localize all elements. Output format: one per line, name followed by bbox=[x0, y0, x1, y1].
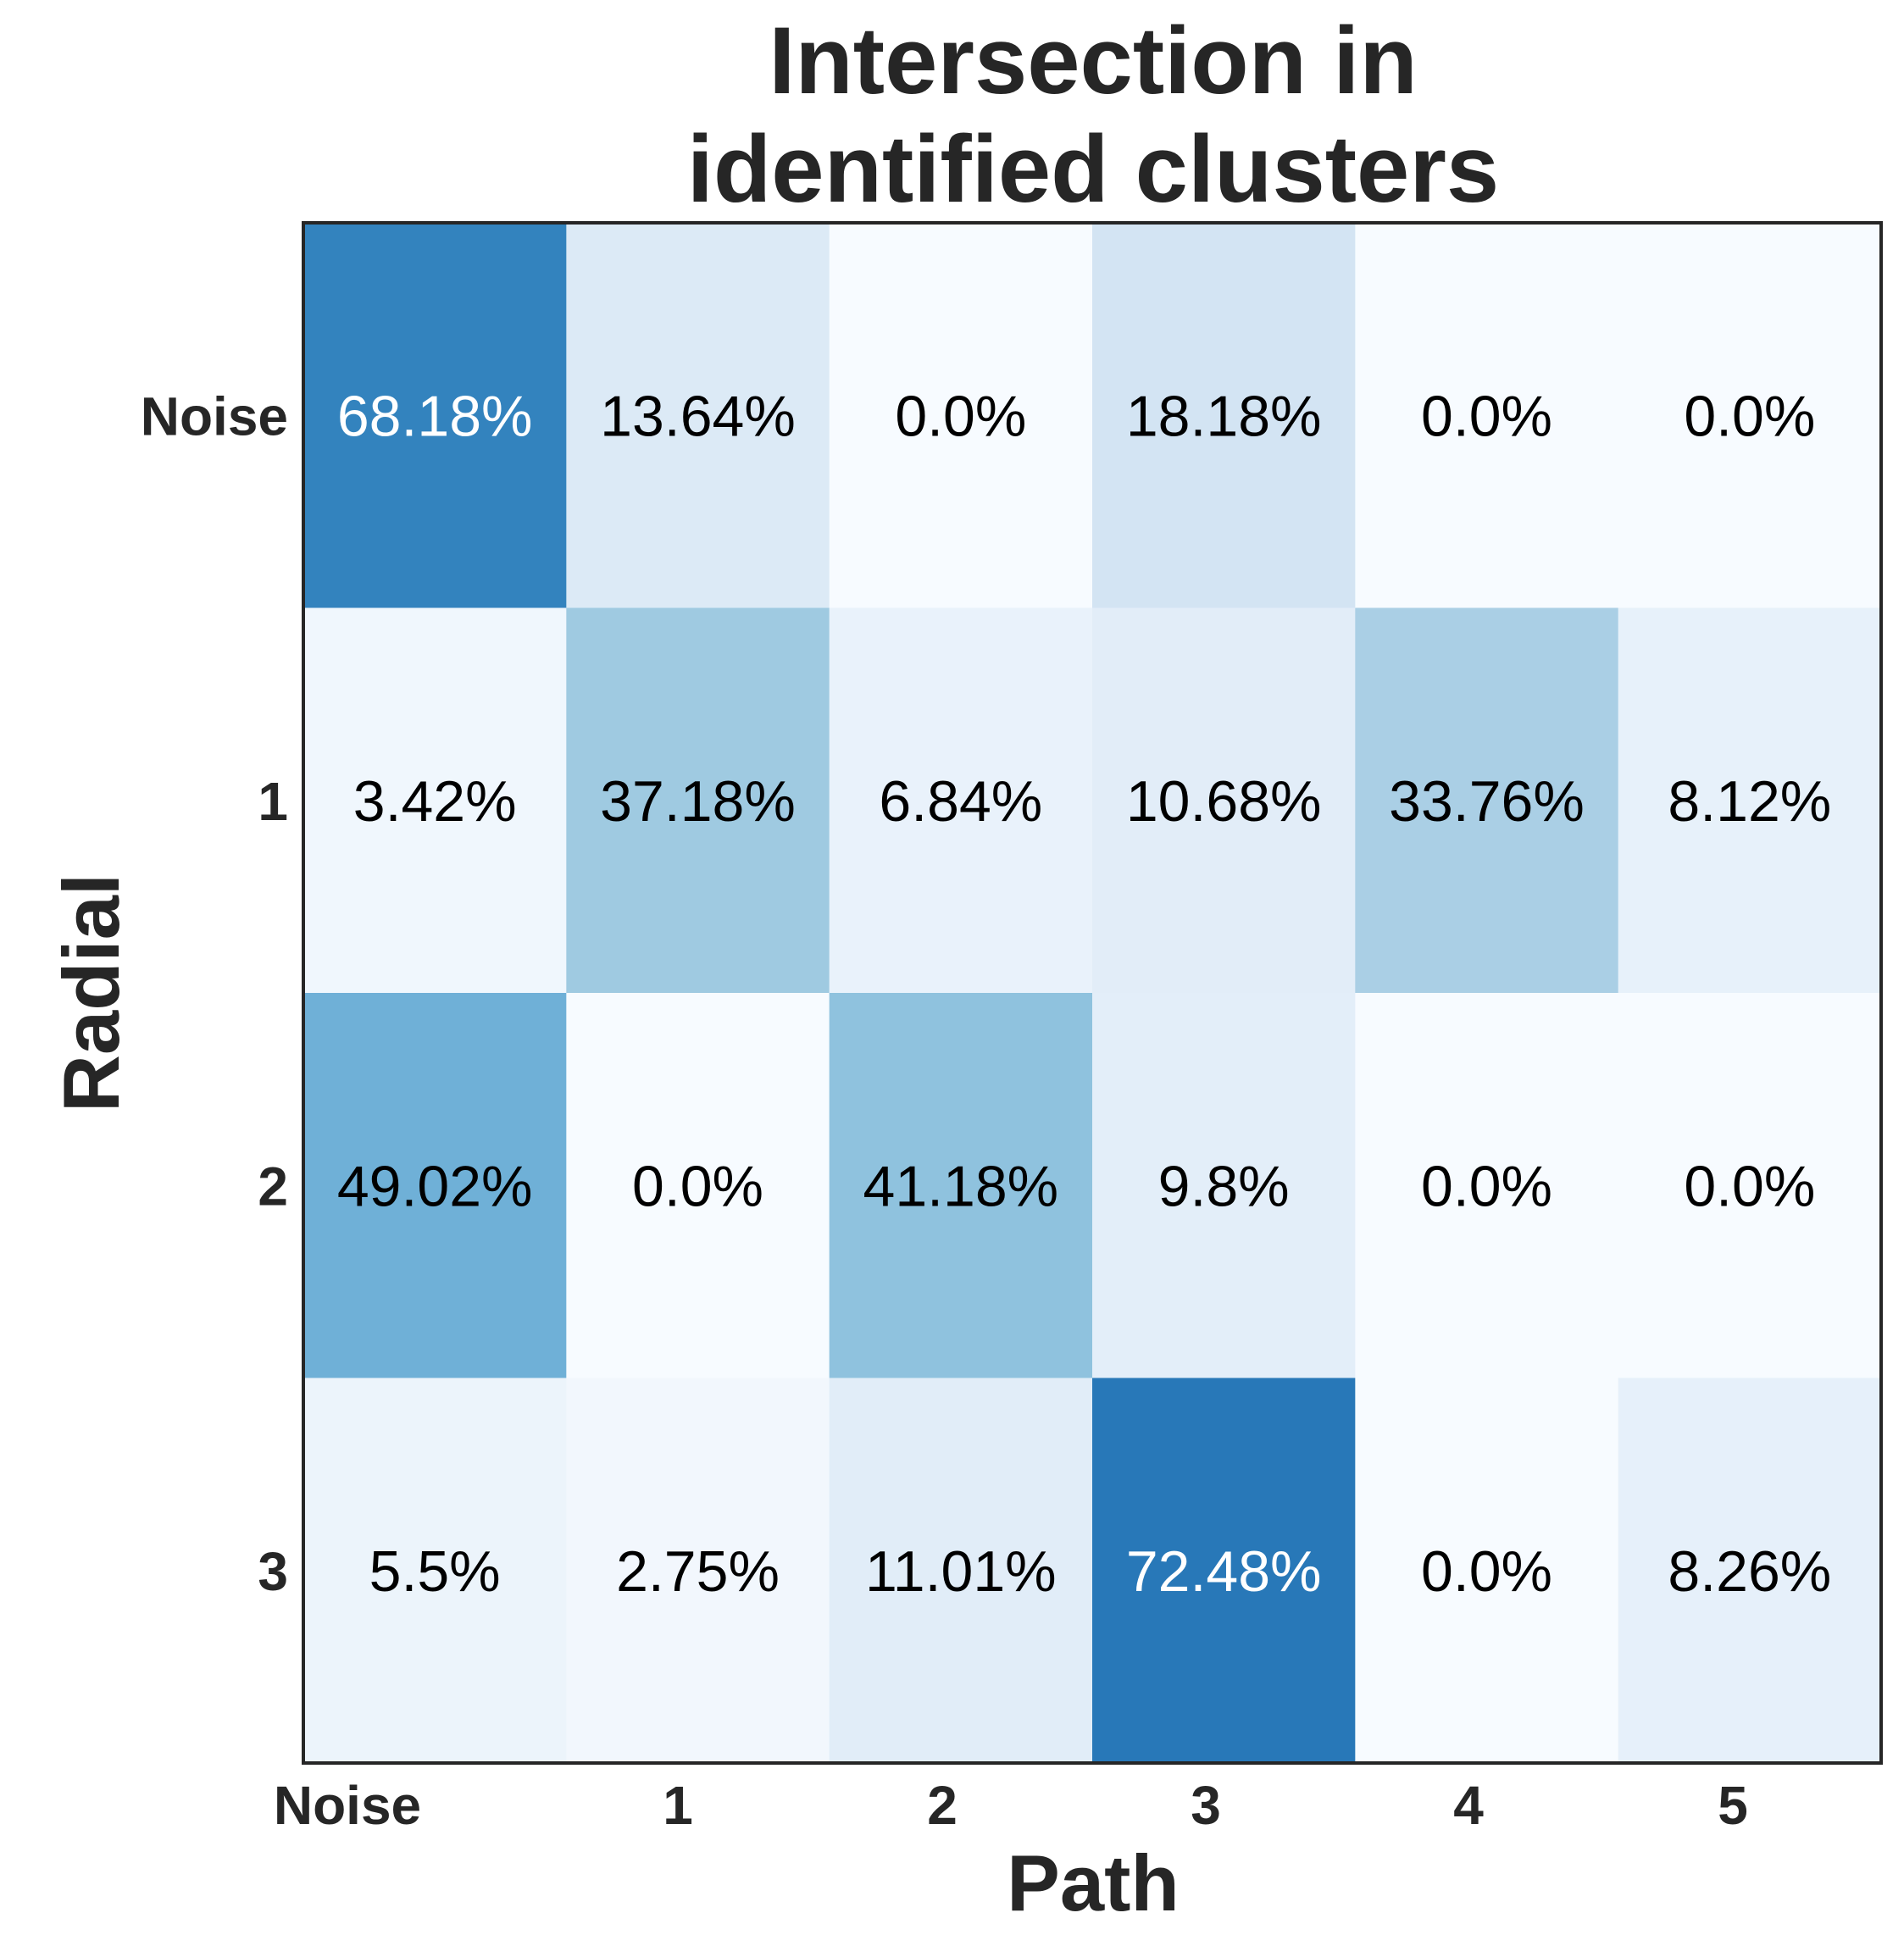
heatmap-cell-label: 8.12% bbox=[1668, 769, 1831, 834]
heatmap-cell-label: 49.02% bbox=[337, 1154, 533, 1218]
heatmap-cell-label: 9.8% bbox=[1158, 1154, 1290, 1218]
y-tick-label: 2 bbox=[258, 1156, 288, 1217]
heatmap-cell bbox=[1355, 1378, 1619, 1764]
heatmap-cell bbox=[1355, 607, 1619, 994]
heatmap-cell bbox=[829, 1378, 1093, 1764]
heatmap-cell-label: 0.0% bbox=[632, 1154, 763, 1218]
heatmap-cell-label: 8.26% bbox=[1668, 1539, 1831, 1604]
x-tick-label: 2 bbox=[927, 1775, 958, 1836]
heatmap-cell-label: 18.18% bbox=[1126, 384, 1322, 448]
x-tick-label: Noise bbox=[274, 1775, 421, 1836]
y-tick-label: 3 bbox=[258, 1541, 288, 1602]
heatmap-cell-label: 0.0% bbox=[1421, 1539, 1552, 1604]
heatmap-cell bbox=[1092, 607, 1356, 994]
heatmap-cell-label: 11.01% bbox=[865, 1539, 1057, 1604]
x-axis-ticks: Noise 1 2 3 4 5 bbox=[274, 1775, 1748, 1836]
chart-title-line-1: Intersection in bbox=[769, 8, 1417, 114]
y-axis-ticks: Noise 1 2 3 bbox=[141, 385, 288, 1602]
heatmap-cells bbox=[303, 223, 1882, 1764]
heatmap-cell bbox=[1618, 223, 1882, 608]
heatmap-cell-label: 6.84% bbox=[879, 769, 1042, 834]
heatmap-cell bbox=[829, 607, 1093, 994]
heatmap-cell bbox=[829, 223, 1093, 608]
heatmap-cell-label: 72.48% bbox=[1126, 1539, 1322, 1604]
heatmap-cell-label: 5.5% bbox=[369, 1539, 501, 1604]
y-tick-label: 1 bbox=[258, 771, 288, 832]
heatmap-cell-label: 0.0% bbox=[1684, 384, 1815, 448]
x-axis-label: Path bbox=[1007, 1838, 1180, 1927]
heatmap-cell bbox=[829, 993, 1093, 1378]
heatmap-cell-label: 68.18% bbox=[337, 384, 533, 448]
heatmap-cell-label: 0.0% bbox=[1684, 1154, 1815, 1218]
chart-title: Intersection in identified clusters bbox=[687, 8, 1499, 222]
heatmap-cell bbox=[1092, 1378, 1356, 1764]
heatmap-cell-label: 0.0% bbox=[1421, 1154, 1552, 1218]
heatmap-cell bbox=[1618, 1378, 1882, 1764]
heatmap-cell bbox=[566, 1378, 830, 1764]
y-axis-label: Radial bbox=[47, 873, 136, 1112]
plot-frame bbox=[302, 221, 1883, 1765]
heatmap-cell-label: 0.0% bbox=[895, 384, 1026, 448]
x-tick-label: 3 bbox=[1191, 1775, 1221, 1836]
heatmap-cell bbox=[303, 1378, 567, 1764]
heatmap-cell bbox=[566, 607, 830, 994]
x-tick-label: 5 bbox=[1718, 1775, 1748, 1836]
heatmap-cell-label: 33.76% bbox=[1389, 769, 1585, 834]
heatmap-cell-label: 0.0% bbox=[1421, 384, 1552, 448]
heatmap-cell-label: 10.68% bbox=[1126, 769, 1322, 834]
heatmap-cell bbox=[1355, 993, 1619, 1378]
heatmap-cell-label: 3.42% bbox=[353, 769, 517, 834]
heatmap-cell bbox=[1092, 993, 1356, 1378]
chart-title-line-2: identified clusters bbox=[687, 116, 1499, 222]
heatmap-cell bbox=[1092, 223, 1356, 608]
heatmap-cell bbox=[1355, 223, 1619, 608]
heatmap-cell bbox=[566, 993, 830, 1378]
heatmap-cell-label: 13.64% bbox=[600, 384, 796, 448]
heatmap-cell bbox=[566, 223, 830, 608]
x-tick-label: 1 bbox=[663, 1775, 693, 1836]
heatmap-cell bbox=[1618, 993, 1882, 1378]
y-tick-label: Noise bbox=[141, 385, 288, 446]
heatmap-cell bbox=[303, 607, 567, 994]
heatmap-cell bbox=[1618, 607, 1882, 994]
heatmap-cell-label: 37.18% bbox=[600, 769, 796, 834]
heatmap-cell bbox=[303, 223, 567, 608]
heatmap-cell-label: 2.75% bbox=[616, 1539, 780, 1604]
heatmap-cell-label: 41.18% bbox=[863, 1154, 1059, 1218]
heatmap-cell bbox=[303, 993, 567, 1378]
x-tick-label: 4 bbox=[1453, 1775, 1484, 1836]
heatmap-cell-labels: 68.18% 13.64% 0.0% 18.18% 0.0% 0.0% 3.42% 37.18… bbox=[337, 384, 1831, 1604]
